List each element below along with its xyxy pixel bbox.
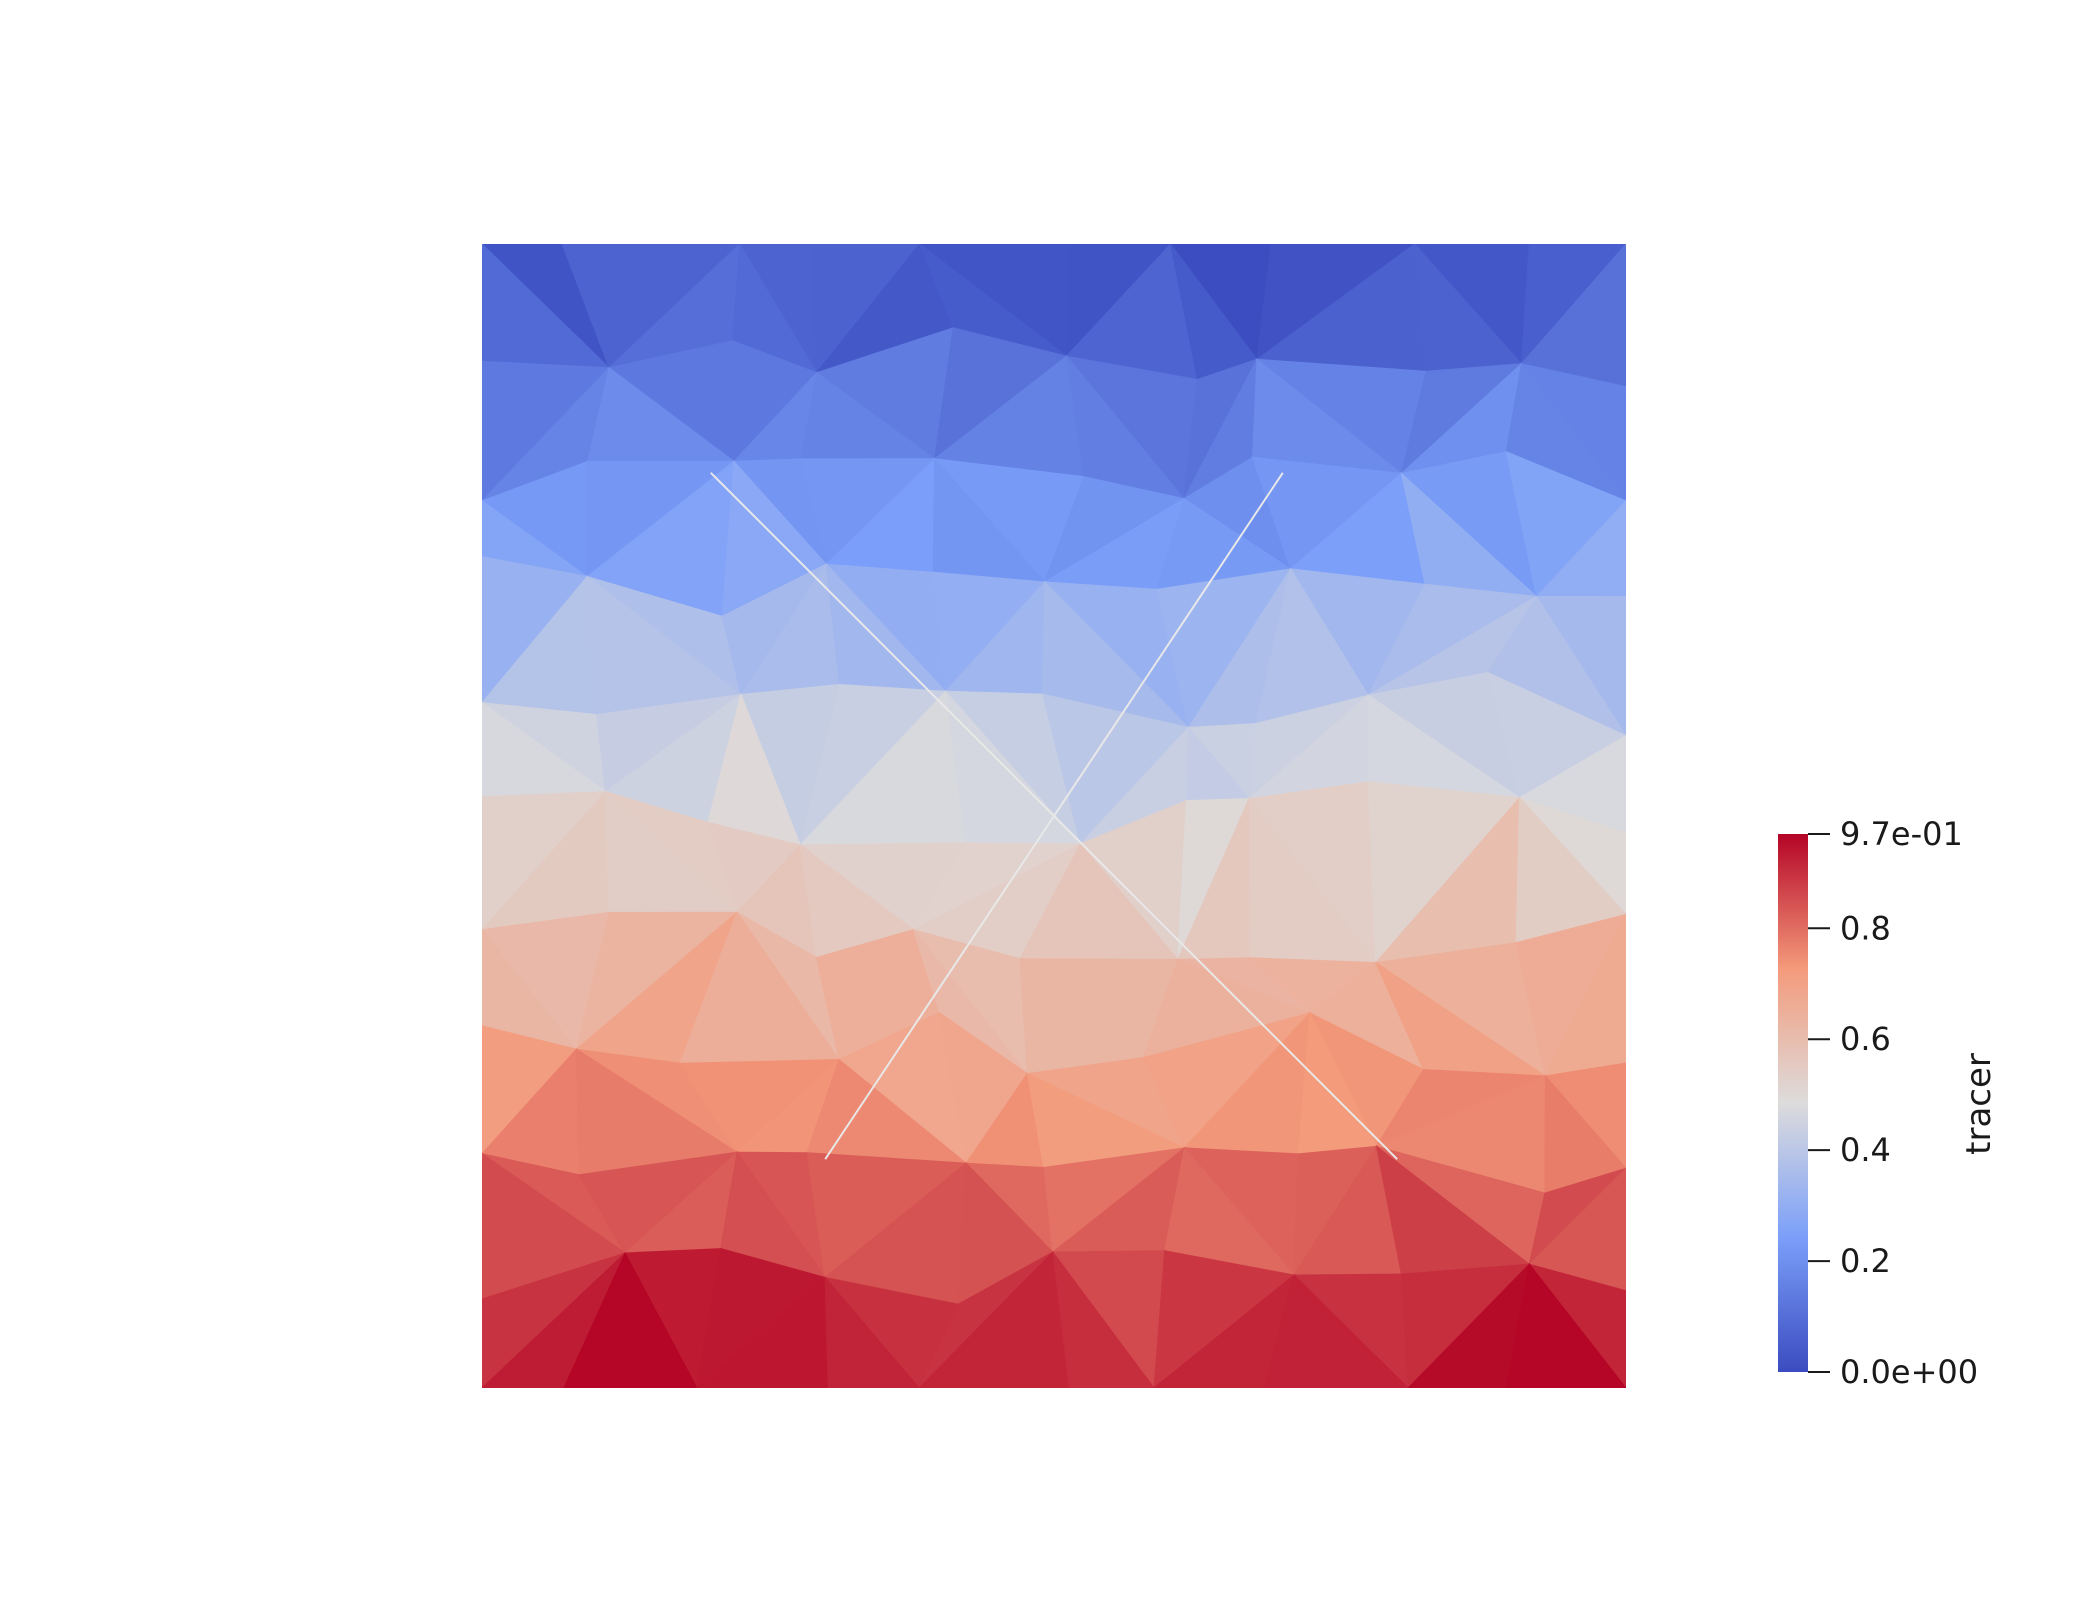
colorbar-tick-label: 0.4 xyxy=(1840,1131,1891,1169)
colorbar-title: tracer xyxy=(1959,1053,1999,1155)
mesh-cell xyxy=(563,1251,698,1388)
triangle-mesh xyxy=(482,244,1626,1388)
colorbar-tick-label: 0.6 xyxy=(1840,1020,1891,1058)
colorbar: 9.7e-01 0.8 0.6 0.4 0.2 0.0e+00 tracer xyxy=(1778,815,1999,1391)
mesh-cell xyxy=(1264,1274,1409,1388)
colorbar-ticks: 9.7e-01 0.8 0.6 0.4 0.2 0.0e+00 xyxy=(1808,815,1978,1391)
mesh-cell xyxy=(824,1276,920,1388)
fracture-line xyxy=(824,472,1284,1160)
colorbar-tick-label: 0.8 xyxy=(1840,909,1891,947)
colorbar-tick-label: 9.7e-01 xyxy=(1840,815,1963,853)
colorbar-tick-label: 0.2 xyxy=(1840,1242,1891,1280)
colorbar-gradient xyxy=(1778,834,1808,1372)
fracture-lines xyxy=(710,472,1398,1160)
mesh-cell xyxy=(1506,1263,1626,1388)
mesh-cell xyxy=(1052,1250,1155,1388)
colorbar-tick-label: 0.0e+00 xyxy=(1840,1353,1978,1391)
